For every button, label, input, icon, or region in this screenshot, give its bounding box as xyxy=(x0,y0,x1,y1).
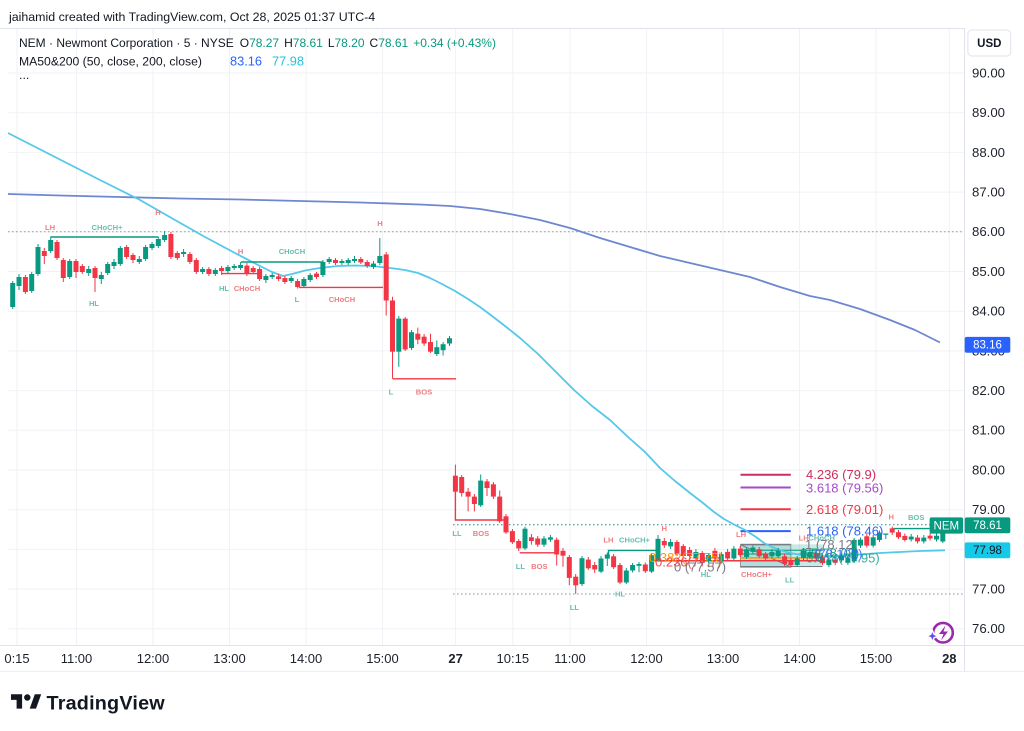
svg-text:90.00: 90.00 xyxy=(972,65,1005,80)
svg-text:CHoCH: CHoCH xyxy=(234,284,261,293)
svg-text:HL: HL xyxy=(89,299,99,308)
svg-text:0.5(78.03): 0.5(78.03) xyxy=(800,546,859,561)
svg-text:MA50&200 (50, close, 200, clos: MA50&200 (50, close, 200, close) xyxy=(19,55,202,69)
svg-text:12:00: 12:00 xyxy=(137,651,170,666)
svg-text:H: H xyxy=(238,247,243,256)
svg-text:14:00: 14:00 xyxy=(290,651,323,666)
svg-text:14:00: 14:00 xyxy=(783,651,816,666)
svg-text:79.00: 79.00 xyxy=(972,502,1005,517)
svg-text:H: H xyxy=(889,513,894,522)
svg-text:(78.102): (78.102) xyxy=(814,547,862,562)
svg-text:10:15: 10:15 xyxy=(497,651,530,666)
svg-text:13:00: 13:00 xyxy=(213,651,246,666)
svg-text:89.00: 89.00 xyxy=(972,105,1005,120)
svg-text:HL: HL xyxy=(701,570,711,579)
svg-text:LH: LH xyxy=(799,534,809,543)
svg-text:83.16: 83.16 xyxy=(230,54,262,69)
svg-text:CHoCH+: CHoCH+ xyxy=(619,535,651,544)
svg-text:2.618 (79.01): 2.618 (79.01) xyxy=(806,502,883,517)
svg-text:78.61: 78.61 xyxy=(973,520,1002,532)
svg-text:BOS: BOS xyxy=(416,388,432,397)
svg-text:NEM: NEM xyxy=(934,521,960,533)
svg-text:1 (78.12): 1 (78.12) xyxy=(805,537,857,552)
svg-text:H: H xyxy=(155,208,160,217)
svg-text:0.236(77.7): 0.236(77.7) xyxy=(655,555,722,570)
svg-text:85.00: 85.00 xyxy=(972,264,1005,279)
svg-text:0.382(77.75): 0.382(77.75) xyxy=(649,550,723,565)
svg-text:CHoCH+: CHoCH+ xyxy=(741,570,773,579)
svg-text:83.16: 83.16 xyxy=(973,340,1002,352)
svg-text:LL: LL xyxy=(516,562,526,571)
svg-text:LL: LL xyxy=(452,529,462,538)
svg-text:13:00: 13:00 xyxy=(707,651,740,666)
svg-text:77.98: 77.98 xyxy=(973,545,1002,557)
svg-text:CHoCH: CHoCH xyxy=(279,247,306,256)
svg-text:81.00: 81.00 xyxy=(972,423,1005,438)
svg-text:LH: LH xyxy=(45,223,55,232)
svg-text:TradingView: TradingView xyxy=(47,693,166,715)
svg-text:HL: HL xyxy=(219,284,229,293)
svg-text:0.618(77.95): 0.618(77.95) xyxy=(806,551,880,566)
svg-text:USD: USD xyxy=(977,38,1001,50)
svg-text:86.00: 86.00 xyxy=(972,224,1005,239)
svg-text:77.98: 77.98 xyxy=(272,54,304,69)
svg-text:1.618 (78.46): 1.618 (78.46) xyxy=(806,524,883,539)
svg-text:L: L xyxy=(389,388,394,397)
svg-text:11:00: 11:00 xyxy=(554,651,586,666)
svg-text:27: 27 xyxy=(448,651,462,666)
svg-text:L: L xyxy=(295,295,300,304)
svg-text:77.00: 77.00 xyxy=(972,582,1005,597)
svg-text:HL: HL xyxy=(615,590,625,599)
svg-text:BOS: BOS xyxy=(531,562,547,571)
svg-text:76.00: 76.00 xyxy=(972,621,1005,636)
svg-text:88.00: 88.00 xyxy=(972,145,1005,160)
svg-text:15:00: 15:00 xyxy=(366,651,399,666)
svg-text:84.00: 84.00 xyxy=(972,304,1005,319)
svg-text:4.236 (79.9): 4.236 (79.9) xyxy=(806,467,876,482)
svg-text:LH: LH xyxy=(603,535,613,544)
svg-text:CHoCH+: CHoCH+ xyxy=(91,223,123,232)
svg-text:0 (77.57): 0 (77.57) xyxy=(674,560,726,575)
svg-text:80.00: 80.00 xyxy=(972,462,1005,477)
svg-text:11:00: 11:00 xyxy=(61,651,93,666)
svg-text:H: H xyxy=(661,524,666,533)
svg-text:3.618 (79.56): 3.618 (79.56) xyxy=(806,481,883,496)
svg-text:BOS: BOS xyxy=(908,513,924,522)
svg-text:0:15: 0:15 xyxy=(4,651,29,666)
svg-text:87.00: 87.00 xyxy=(972,185,1005,200)
svg-text:LL: LL xyxy=(785,576,795,585)
svg-text:H: H xyxy=(377,219,382,228)
svg-text:jaihamid created with TradingV: jaihamid created with TradingView.com, O… xyxy=(8,10,375,24)
svg-text:15:00: 15:00 xyxy=(860,651,893,666)
svg-text:82.00: 82.00 xyxy=(972,383,1005,398)
svg-text:...: ... xyxy=(19,68,29,82)
svg-text:NEM · Newmont Corporation · 5: NEM · Newmont Corporation · 5 · NYSE O78.… xyxy=(19,36,496,50)
svg-text:LH: LH xyxy=(736,530,746,539)
svg-text:BOS: BOS xyxy=(473,529,489,538)
svg-text:28: 28 xyxy=(942,651,956,666)
svg-text:CHoCH: CHoCH xyxy=(808,533,835,542)
svg-text:CHoCH: CHoCH xyxy=(329,295,356,304)
svg-text:12:00: 12:00 xyxy=(630,651,663,666)
svg-text:LL: LL xyxy=(570,603,580,612)
